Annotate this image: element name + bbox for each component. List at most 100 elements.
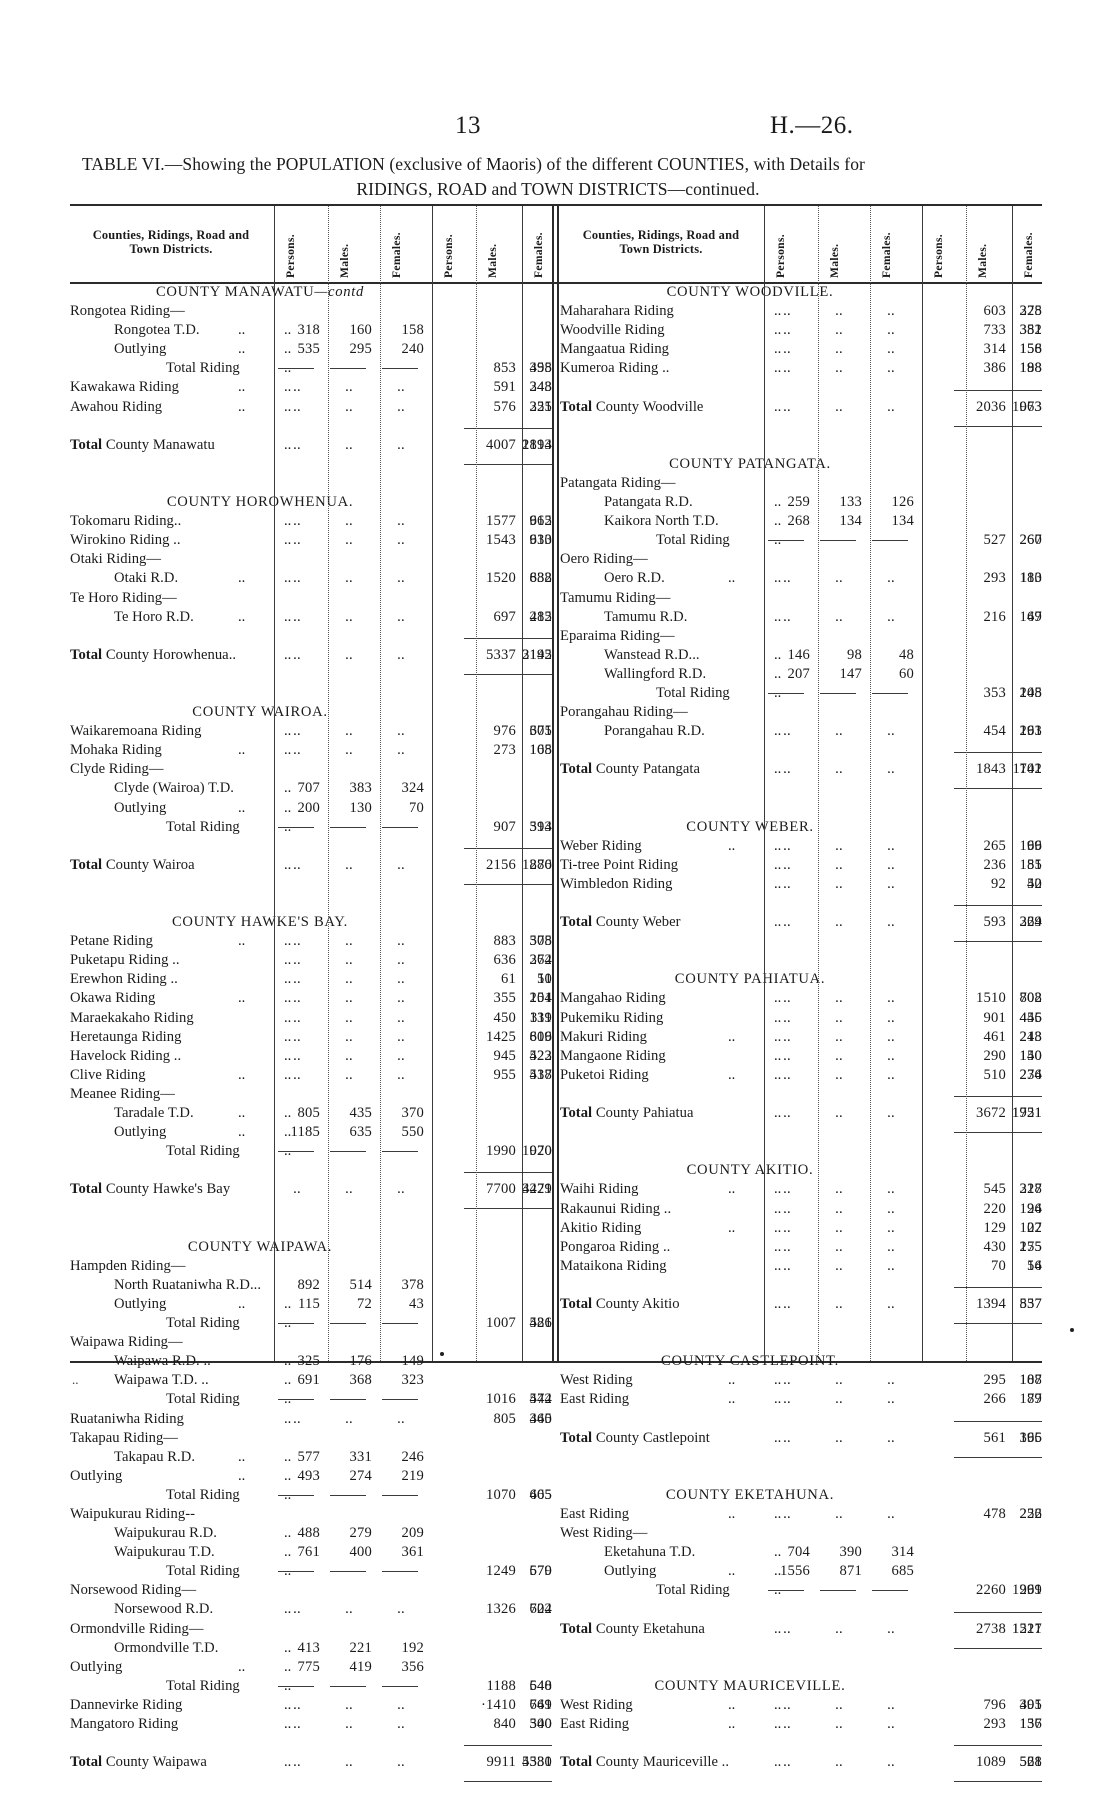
leader-dots: .. [238,1105,246,1122]
county-total-rule-top [954,905,1042,907]
leader-dots: .. [238,1295,246,1312]
cell-females-b: 4381 [522,1754,552,1771]
table-row-spacer [560,1143,1042,1162]
cell-males-a: 635 [349,1124,372,1141]
cell-females-a: .. [887,1372,895,1389]
cell-males-b: 188 [1019,1372,1042,1389]
county-heading: COUNTY HOROWHENUA. [166,494,354,511]
county-total-rule-top [464,637,552,639]
leader-dots: .. [284,379,292,396]
leader-dots: .. [284,799,292,816]
table-row-awahou-riding: Awahou Riding.......... 576 355 221 [70,399,552,418]
cell-females-b: 741 [1019,761,1042,778]
cell-females-b: 973 [1019,398,1042,415]
table-row-spacer [560,418,1042,437]
cell-males-b: 513 [529,818,552,835]
table-right-half: COUNTY WOODVILLE. Maharahara Riding......… [560,284,1042,1783]
column-separator [966,206,968,1361]
cell-females-b: 340 [529,1410,552,1427]
leader-dots: .. [284,990,292,1007]
cell-females-b: 193 [1019,723,1042,740]
riding-subheading: Patangata Riding— [560,474,676,491]
column-separator [870,206,872,1361]
cell-females-b: 472 [529,1391,552,1408]
subtotal-rule [278,1494,314,1496]
table-row-total-county-wairoa: Total County Wairoa........ 2156 1286 870 [70,847,552,885]
cell-females-a: .. [397,952,405,969]
table-row-county-hawke-s-bay: COUNTY HAWKE'S BAY. [70,914,552,933]
subtotal-rule [330,1494,366,1496]
cell-males-a: 274 [349,1467,372,1484]
cell-persons-b: 945 [493,1047,516,1064]
cell-males-b: 369 [1019,914,1042,931]
cell-males-b: 372 [529,952,552,969]
county-total-label: Total County Patangata [560,761,701,778]
leader-dots: .. [774,303,782,320]
cell-females-b: 394 [529,818,552,835]
district-label: Waipukurau T.D. [114,1544,215,1561]
running-head: 13 H.—26. [0,112,1114,146]
table-row-county-weber: COUNTY WEBER. [560,819,1042,838]
cell-persons-a: .. [783,322,791,339]
cell-males-b: 156 [1019,1716,1042,1733]
cell-males-a: .. [345,856,353,873]
cell-females-a: .. [887,723,895,740]
column-separator [522,206,523,1361]
cell-females-a: 246 [401,1448,424,1465]
district-label: Oero R.D. [604,570,665,587]
leader-dots: .. [238,341,246,358]
cell-males-a: .. [835,1754,843,1771]
leader-dots: .. [284,1410,292,1427]
column-header-persons-3: Persons. [932,234,945,278]
cell-males-a: .. [345,1410,353,1427]
cell-persons-b: 976 [493,723,516,740]
table-row-county-mauriceville: COUNTY MAURICEVILLE. [560,1678,1042,1697]
cell-persons-b: 478 [983,1506,1006,1522]
riding-subheading: Otaki Riding— [70,551,162,568]
cell-persons-b: 295 [983,1372,1006,1389]
district-label: Waihi Riding [560,1181,639,1198]
cell-males-a: .. [835,360,843,377]
subtotal-rule [278,1323,314,1325]
leader-dots: .. [774,513,782,530]
cell-females-a: .. [887,856,895,873]
district-label: Porangahau R.D. [604,723,705,740]
county-total-rule-bottom [464,673,552,675]
district-label: Ruataniwha Riding [70,1410,184,1427]
cell-persons-b: 61 [501,971,516,988]
table-row-total-county-mauriceville: Total County Mauriceville .......... 1089… [560,1745,1042,1783]
leader-dots: .. [284,1028,292,1045]
cell-females-a: .. [397,513,405,530]
district-label: Maharahara Riding [560,303,674,320]
county-heading: COUNTY AKITIO. [686,1162,814,1179]
riding-subheading: Takapau Riding— [70,1429,178,1446]
total-riding-label: Total Riding [166,1563,240,1580]
cell-persons-a: .. [293,856,301,873]
county-total-rule-bottom [464,1208,552,1210]
cell-persons-a: .. [783,1219,791,1236]
cell-males-b: 3142 [522,646,552,663]
cell-males-a: .. [835,1105,843,1122]
table-row-total-county-patangata: Total County Patangata........ 1843 1102 74… [560,752,1042,790]
cell-males-b: 180 [1019,570,1042,587]
cell-males-b: 255 [1019,1238,1042,1255]
subtotal-rule [278,368,314,370]
cell-females-a: .. [397,856,405,873]
cell-persons-a: .. [783,1506,791,1522]
table-row-county-woodville: COUNTY WOODVILLE. [560,284,1042,303]
total-riding-label: Total Riding [656,1582,730,1599]
cell-females-a: .. [397,1009,405,1026]
cell-males-b: 5530 [522,1754,552,1771]
cell-persons-b: 1843 [976,761,1006,778]
riding-subheading: West Riding— [560,1525,648,1542]
leader-dots: .. [284,1066,292,1083]
cell-males-b: 1102 [1012,761,1042,778]
district-label: Kaikora North T.D. [604,513,719,530]
cell-females-b: 1221 [1012,1620,1042,1637]
cell-persons-a: .. [293,1716,301,1733]
table-row-rongotea-t-d: Rongotea T.D..... 318 160 158 [70,322,552,341]
cell-females-b: 610 [529,532,552,549]
leader-dots: .. [284,1544,292,1561]
leader-dots: .. [284,1716,292,1733]
